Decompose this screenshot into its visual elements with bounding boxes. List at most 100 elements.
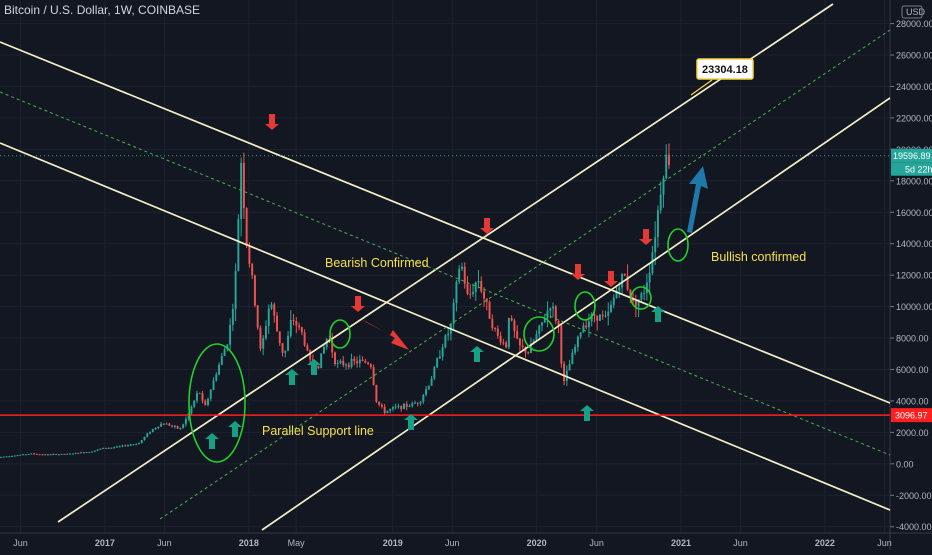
price-tick-label: 0.00 — [896, 459, 914, 469]
candle-body — [306, 345, 309, 351]
candle-body — [104, 447, 107, 449]
time-tick-label: Jun — [733, 538, 748, 548]
candle-body — [82, 452, 85, 454]
candle-body — [154, 428, 157, 430]
candle-body — [552, 306, 555, 309]
candle-body — [590, 314, 593, 322]
candle-body — [24, 454, 27, 456]
candle-body — [425, 389, 428, 395]
candle-body — [358, 359, 361, 364]
candle-body — [151, 429, 154, 433]
candle-body — [607, 311, 610, 316]
candle-body — [27, 453, 30, 455]
candle-body — [502, 342, 505, 344]
candle-body — [303, 332, 306, 346]
candle-body — [372, 367, 375, 385]
candle-body — [560, 325, 563, 364]
annotation-bearish-confirmed: Bearish Confirmed — [325, 256, 429, 270]
candle-body — [546, 310, 549, 319]
bullish-arrow-icon-shape — [580, 405, 594, 421]
candle-body — [612, 297, 615, 305]
candle-body — [403, 403, 405, 409]
time-tick-label: 2021 — [671, 538, 691, 548]
candle-body — [554, 306, 557, 322]
candle-body — [364, 360, 367, 363]
candle-body — [0, 456, 2, 458]
candle-body — [242, 162, 245, 209]
candle-body — [215, 374, 218, 381]
candle-body — [480, 281, 483, 292]
candle-body — [394, 406, 397, 408]
symbol-title: Bitcoin / U.S. Dollar, 1W, COINBASE — [4, 3, 201, 17]
candle-body — [375, 384, 378, 402]
candle-body — [240, 162, 243, 220]
candle-body — [46, 454, 49, 456]
candle-body — [507, 317, 510, 348]
candle-body — [458, 268, 461, 282]
candle-body — [176, 425, 179, 429]
candle-body — [483, 291, 486, 299]
candle-body — [44, 454, 47, 456]
candle-body — [71, 453, 74, 455]
candle-body — [162, 423, 165, 425]
candle-body — [400, 405, 403, 409]
candle-body — [430, 378, 433, 386]
bearish-arrow-icon-shape — [265, 114, 279, 130]
bullish-arrow-icon-shape — [205, 433, 219, 449]
candle-body — [408, 405, 411, 407]
candle-body — [472, 292, 474, 294]
price-tick-label: 26000.00 — [896, 51, 932, 61]
candle-body — [510, 317, 513, 321]
candle-body — [339, 360, 342, 363]
candle-body — [634, 300, 637, 307]
candle-body — [88, 452, 91, 454]
candle-body — [645, 282, 648, 294]
candle-body — [618, 287, 621, 291]
candle-body — [99, 448, 102, 450]
candle-body — [350, 358, 353, 368]
bullish-arrow-icon — [404, 414, 418, 430]
price-tick-label: 24000.00 — [896, 82, 932, 92]
candle-body — [278, 331, 281, 344]
candle-body — [615, 290, 618, 298]
candle-body — [289, 320, 292, 336]
candle-body — [342, 360, 345, 366]
candle-body — [30, 453, 33, 455]
time-tick-label: 2019 — [383, 538, 403, 548]
candle-body — [322, 346, 325, 354]
highlight-circle-2017 — [188, 343, 246, 463]
candle-body — [452, 303, 455, 324]
candle-body — [571, 352, 574, 364]
candle-body — [33, 453, 36, 455]
candle-body — [13, 455, 16, 457]
candle-body — [234, 270, 237, 310]
candle-body — [267, 308, 270, 326]
candle-body — [118, 446, 121, 448]
chart-background — [0, 0, 890, 533]
time-tick-label: Jun — [445, 538, 460, 548]
price-tick-label: 6000.00 — [896, 365, 929, 375]
candle-body — [610, 304, 612, 312]
bullish-arrow-icon — [470, 346, 484, 362]
candle-body — [2, 456, 5, 458]
candle-body — [438, 356, 441, 359]
candle-body — [262, 338, 265, 349]
candle-body — [665, 154, 668, 179]
candle-body — [212, 380, 215, 390]
candle-body — [251, 263, 254, 276]
candle-body — [126, 445, 129, 447]
candle-body — [300, 327, 303, 333]
candle-body — [209, 389, 212, 399]
candle-body — [499, 335, 502, 343]
candle-body — [433, 367, 436, 379]
bullish-arrow-icon-shape — [651, 306, 665, 322]
candle-body — [52, 454, 55, 456]
candle-body — [419, 401, 422, 404]
candle-body — [667, 154, 670, 166]
candle-body — [563, 363, 566, 382]
candle-body — [317, 365, 320, 369]
candle-body — [149, 432, 152, 434]
candle-body — [361, 359, 364, 361]
